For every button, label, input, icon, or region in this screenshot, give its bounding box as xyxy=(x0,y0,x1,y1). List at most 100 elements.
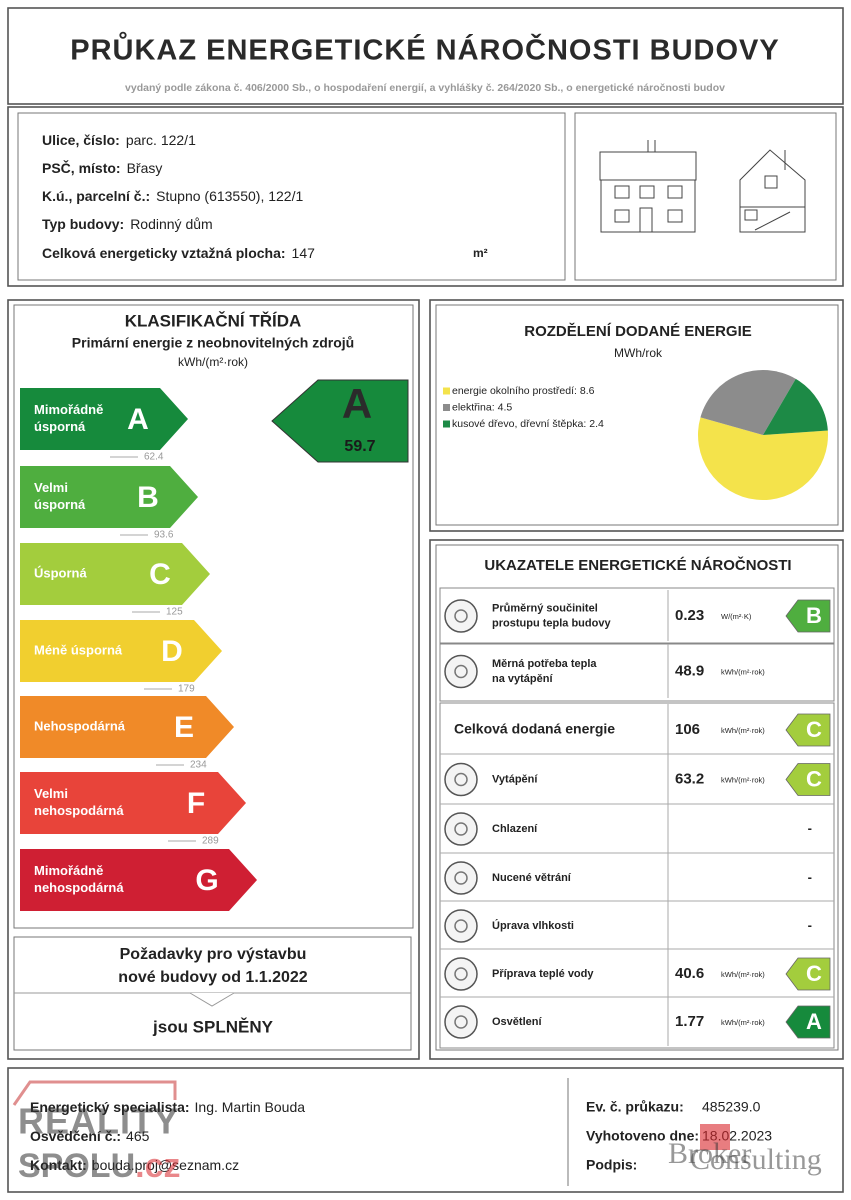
indicator-icon xyxy=(444,599,478,633)
legend-swatch xyxy=(443,387,450,395)
watermark-part: SPOLU xyxy=(18,1147,135,1185)
pie-slice xyxy=(700,370,796,435)
legend-swatch xyxy=(443,420,450,428)
class-arrow xyxy=(20,466,198,528)
footer-value: 485239.0 xyxy=(702,1099,761,1115)
indicator-value: 0.23 xyxy=(675,607,704,624)
indicator-icon-core xyxy=(454,822,468,836)
class-arrow xyxy=(20,849,257,911)
class-letter: E xyxy=(174,711,194,744)
indicator-label: Osvětlení xyxy=(492,1016,542,1028)
watermark-mark xyxy=(700,1124,730,1150)
class-letter: C xyxy=(149,558,171,591)
legend-entry: energie okolního prostředí: 8.6 xyxy=(452,385,595,397)
class-subtitle: Primární energie z neobnovitelných zdroj… xyxy=(72,335,354,351)
classification-inner xyxy=(13,304,414,929)
indicator-class: C xyxy=(806,766,822,791)
footer-frame xyxy=(7,1067,844,1193)
legend-value: 2.4 xyxy=(589,418,604,430)
pie-slice xyxy=(698,417,829,501)
indicator-class-arrow xyxy=(785,1005,831,1039)
class-name: úsporná xyxy=(34,497,86,512)
field-value: Rodinný dům xyxy=(130,216,213,232)
legend-name: energie okolního prostředí: xyxy=(452,385,577,397)
class-name: Mimořádně xyxy=(34,402,103,417)
building-field: Typ budovy: Rodinný dům xyxy=(42,216,213,232)
class-arrow xyxy=(20,620,222,682)
indicator-value: - xyxy=(808,869,812,884)
indicator-icon xyxy=(444,957,478,991)
indicator-icon xyxy=(444,909,478,943)
classification-frame xyxy=(7,299,420,1060)
indicator-label: Nucené větrání xyxy=(492,872,572,884)
class-letter: G xyxy=(195,864,218,897)
indicator-icon-core xyxy=(454,1015,468,1029)
class-letter: D xyxy=(161,635,183,668)
class-limit: 234 xyxy=(190,760,207,771)
indicator-unit: kWh/(m²·rok) xyxy=(721,726,765,735)
class-title: KLASIFIKAČNÍ TŘÍDA xyxy=(125,311,302,330)
split-unit: MWh/rok xyxy=(614,346,663,360)
indicator-group xyxy=(439,642,835,702)
footer-field: Energetický specialista: Ing. Martin Boud… xyxy=(30,1099,305,1115)
watermark-part: .cz xyxy=(135,1147,180,1185)
requirements-pointer xyxy=(189,992,235,1007)
indicator-label: Průměrný součinitel xyxy=(492,602,598,614)
field-label: PSČ, místo: xyxy=(42,159,121,176)
class-limit: 93.6 xyxy=(154,530,174,541)
building-frame xyxy=(7,106,844,287)
footer-value: bouda.proj@seznam.cz xyxy=(92,1157,239,1173)
indicator-class-arrow xyxy=(785,599,831,633)
class-name: Méně úsporná xyxy=(34,642,123,657)
indicators-frame xyxy=(429,539,844,1060)
class-limit: 179 xyxy=(178,684,195,695)
footer-value: Ing. Martin Bouda xyxy=(195,1099,306,1115)
indicator-value: 48.9 xyxy=(675,662,704,679)
legend-swatch xyxy=(443,404,450,411)
indicator-unit: kWh/(m²·rok) xyxy=(721,970,765,979)
class-name: Mimořádně xyxy=(34,863,103,878)
document-subtitle: vydaný podle zákona č. 406/2000 Sb., o h… xyxy=(125,82,725,94)
result-arrow xyxy=(271,379,409,463)
indicator-value: 1.77 xyxy=(675,1013,704,1030)
indicator-icon xyxy=(444,654,478,689)
field-value: Stupno (613550), 122/1 xyxy=(156,188,303,204)
class-arrow xyxy=(20,543,210,605)
class-name: nehospodárná xyxy=(34,880,124,895)
footer-field: Kontakt: bouda.proj@seznam.cz xyxy=(30,1157,239,1173)
watermark: SPOLU.cz xyxy=(18,1147,180,1185)
field-label: Ulice, číslo: xyxy=(42,132,120,148)
legend-value: 4.5 xyxy=(498,401,513,413)
field-value: Břasy xyxy=(127,160,163,176)
class-letter: F xyxy=(187,787,205,820)
building-field: PSČ, místo: Břasy xyxy=(42,159,162,176)
class-arrow xyxy=(20,772,246,834)
requirements-result: jsou SPLNĚNY xyxy=(152,1017,274,1036)
indicator-label: Vytápění xyxy=(492,773,538,785)
building-field: K.ú., parcelní č.: Stupno (613550), 122/1 xyxy=(42,188,303,204)
result-letter: A xyxy=(342,380,372,427)
class-arrow xyxy=(20,696,234,758)
indicator-class: C xyxy=(806,717,822,742)
class-name: Nehospodárná xyxy=(34,718,126,733)
indicator-label: Chlazení xyxy=(492,823,538,835)
result-value: 59.7 xyxy=(344,438,375,455)
indicators-title: UKAZATELE ENERGETICKÉ NÁROČNOSTI xyxy=(484,556,791,574)
class-name: Úsporná xyxy=(34,565,88,580)
indicator-value: 40.6 xyxy=(675,965,704,982)
class-name: Velmi xyxy=(34,480,68,495)
legend-value: 8.6 xyxy=(580,385,595,397)
watermark: Broker xyxy=(668,1137,751,1170)
footer-label: Energetický specialista: xyxy=(30,1099,190,1115)
legend-entry: kusové dřevo, dřevní štěpka: 2.4 xyxy=(452,418,604,430)
class-limit: 62.4 xyxy=(144,452,164,463)
indicator-value: - xyxy=(808,917,812,932)
indicator-unit: kWh/(m²·rok) xyxy=(721,1018,765,1027)
building-field: Celková energeticky vztažná plocha: 147 xyxy=(42,245,315,261)
indicator-icon xyxy=(444,861,478,895)
indicator-unit: kWh/(m²·rok) xyxy=(721,667,765,676)
class-name: úsporná xyxy=(34,419,86,434)
indicator-label: na vytápění xyxy=(492,673,553,685)
